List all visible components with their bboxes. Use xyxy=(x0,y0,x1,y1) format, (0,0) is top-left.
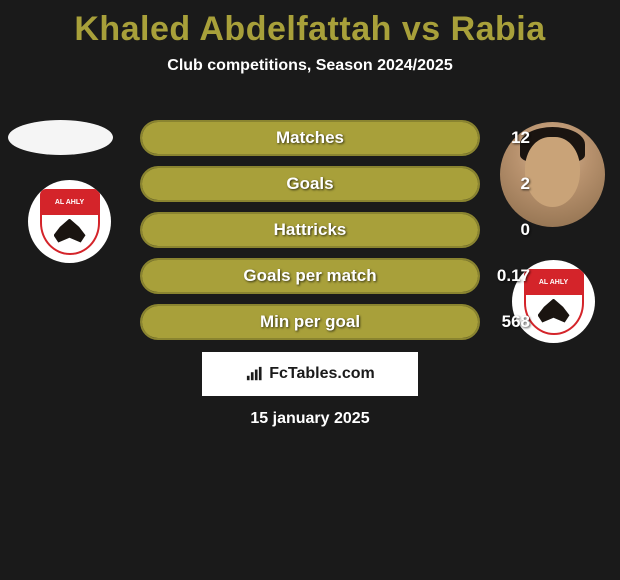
player-left-avatar xyxy=(8,120,113,155)
stat-label: Goals xyxy=(140,166,480,202)
stat-label: Hattricks xyxy=(140,212,480,248)
stat-value-right: 12 xyxy=(511,120,530,156)
club-badge-text: AL AHLY xyxy=(524,269,584,297)
page-title: Khaled Abdelfattah vs Rabia xyxy=(0,0,620,49)
banner-text: FcTables.com xyxy=(269,365,375,383)
stat-label: Min per goal xyxy=(140,304,480,340)
stat-label: Goals per match xyxy=(140,258,480,294)
subtitle: Club competitions, Season 2024/2025 xyxy=(0,57,620,75)
stat-row: Matches12 xyxy=(140,120,480,156)
club-badge-text: AL AHLY xyxy=(40,189,100,217)
eagle-icon xyxy=(54,219,86,243)
stat-value-right: 2 xyxy=(521,166,530,202)
stat-row: Goals2 xyxy=(140,166,480,202)
stat-row: Min per goal568 xyxy=(140,304,480,340)
stat-row: Goals per match0.17 xyxy=(140,258,480,294)
stat-value-right: 568 xyxy=(502,304,530,340)
chart-icon xyxy=(245,366,263,382)
source-banner: FcTables.com xyxy=(202,352,418,396)
stats-container: Matches12 Goals2 Hattricks0 Goals per match… xyxy=(140,120,480,350)
club-badge-left: AL AHLY xyxy=(28,180,111,263)
eagle-icon xyxy=(538,299,570,323)
date-text: 15 january 2025 xyxy=(0,410,620,428)
stat-value-right: 0 xyxy=(521,212,530,248)
stat-row: Hattricks0 xyxy=(140,212,480,248)
stat-label: Matches xyxy=(140,120,480,156)
stat-value-right: 0.17 xyxy=(497,258,530,294)
